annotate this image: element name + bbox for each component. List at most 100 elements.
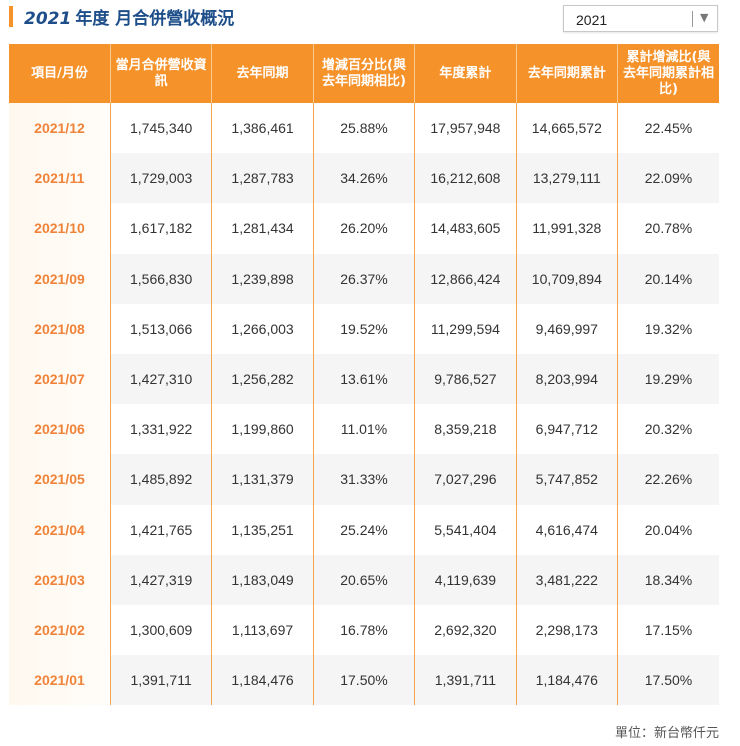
value-cell: 9,786,527 xyxy=(414,353,517,405)
value-cell: 1,617,182 xyxy=(109,203,212,254)
month-cell: 2021/04 xyxy=(9,504,111,555)
month-cell: 2021/11 xyxy=(9,153,111,204)
header-last-year-same-period: 去年同期 xyxy=(211,44,314,103)
triangle-down-icon: ▼ xyxy=(700,11,709,24)
month-cell: 2021/05 xyxy=(9,454,111,505)
value-cell: 31.33% xyxy=(312,454,415,505)
value-cell: 1,256,282 xyxy=(211,353,314,405)
value-cell: 1,427,310 xyxy=(109,353,212,405)
value-cell: 16,212,608 xyxy=(414,153,517,204)
value-cell: 20.04% xyxy=(617,504,719,555)
table-row: 2021/06 1,331,922 1,199,860 11.01% 8,359,218… xyxy=(9,404,719,455)
value-cell: 1,300,609 xyxy=(109,604,212,656)
value-cell: 1,131,379 xyxy=(211,454,314,505)
value-cell: 13,279,111 xyxy=(515,153,618,204)
table-row: 2021/04 1,421,765 1,135,251 25.24% 5,541,404… xyxy=(9,504,719,555)
table-row: 2021/07 1,427,310 1,256,282 13.61% 9,786,527… xyxy=(9,353,719,405)
value-cell: 4,616,474 xyxy=(515,504,618,555)
table-row: 2021/10 1,617,182 1,281,434 26.20% 14,483,60… xyxy=(9,203,719,254)
header-last-year-ytd: 去年同期累計 xyxy=(515,44,618,103)
value-cell: 1,135,251 xyxy=(211,504,314,555)
value-cell: 25.24% xyxy=(312,504,415,555)
header-ytd: 年度累計 xyxy=(414,44,517,103)
value-cell: 34.26% xyxy=(312,153,415,204)
month-cell: 2021/06 xyxy=(9,404,111,455)
value-cell: 19.32% xyxy=(617,303,719,354)
value-cell: 26.20% xyxy=(312,203,415,254)
value-cell: 11,299,594 xyxy=(414,303,517,354)
value-cell: 1,386,461 xyxy=(211,103,314,154)
value-cell: 14,665,572 xyxy=(515,103,618,154)
value-cell: 22.09% xyxy=(617,153,719,204)
value-cell: 1,281,434 xyxy=(211,203,314,254)
value-cell: 5,747,852 xyxy=(515,454,618,505)
title-accent-bar xyxy=(9,6,13,27)
year-select[interactable]: 2021 ▼ xyxy=(563,5,718,32)
value-cell: 19.52% xyxy=(312,303,415,354)
value-cell: 5,541,404 xyxy=(414,504,517,555)
value-cell: 6,947,712 xyxy=(515,404,618,455)
value-cell: 17.50% xyxy=(617,655,719,706)
month-cell: 2021/08 xyxy=(9,303,111,354)
value-cell: 22.26% xyxy=(617,454,719,505)
value-cell: 1,391,711 xyxy=(109,655,212,706)
value-cell: 1,513,066 xyxy=(109,303,212,354)
value-cell: 20.14% xyxy=(617,253,719,304)
value-cell: 11.01% xyxy=(312,404,415,455)
value-cell: 1,184,476 xyxy=(515,655,618,706)
title-text: 年度 月合併營收概況 xyxy=(75,9,235,29)
value-cell: 17,957,948 xyxy=(414,103,517,154)
unit-note: 單位：新台幣仟元 xyxy=(614,726,719,741)
value-cell: 8,359,218 xyxy=(414,404,517,455)
value-cell: 1,199,860 xyxy=(211,404,314,455)
value-cell: 1,391,711 xyxy=(414,655,517,706)
value-cell: 25.88% xyxy=(312,103,415,154)
value-cell: 17.15% xyxy=(617,604,719,656)
month-cell: 2021/12 xyxy=(9,103,111,154)
value-cell: 1,421,765 xyxy=(109,504,212,555)
select-divider xyxy=(692,11,693,27)
value-cell: 10,709,894 xyxy=(515,253,618,304)
value-cell: 20.78% xyxy=(617,203,719,254)
header-monthly-revenue: 當月合併營收資訊 xyxy=(109,44,212,103)
value-cell: 22.45% xyxy=(617,103,719,154)
value-cell: 1,331,922 xyxy=(109,404,212,455)
value-cell: 1,239,898 xyxy=(211,253,314,304)
month-cell: 2021/07 xyxy=(9,353,111,405)
month-cell: 2021/10 xyxy=(9,203,111,254)
value-cell: 1,427,319 xyxy=(109,554,212,605)
value-cell: 1,485,892 xyxy=(109,454,212,505)
month-cell: 2021/03 xyxy=(9,554,111,605)
value-cell: 4,119,639 xyxy=(414,554,517,605)
table-row: 2021/02 1,300,609 1,113,697 16.78% 2,692,320… xyxy=(9,604,719,656)
month-cell: 2021/09 xyxy=(9,253,111,304)
value-cell: 18.34% xyxy=(617,554,719,605)
header-change-percent: 增減百分比(與去年同期相比) xyxy=(312,44,415,103)
value-cell: 9,469,997 xyxy=(515,303,618,354)
month-cell: 2021/01 xyxy=(9,655,111,706)
value-cell: 14,483,605 xyxy=(414,203,517,254)
value-cell: 16.78% xyxy=(312,604,415,656)
table-row: 2021/11 1,729,003 1,287,783 34.26% 16,212,60… xyxy=(9,153,719,204)
value-cell: 26.37% xyxy=(312,253,415,304)
value-cell: 20.65% xyxy=(312,554,415,605)
table-row: 2021/05 1,485,892 1,131,379 31.33% 7,027,296… xyxy=(9,454,719,505)
table-row: 2021/08 1,513,066 1,266,003 19.52% 11,299,59… xyxy=(9,303,719,354)
value-cell: 12,866,424 xyxy=(414,253,517,304)
table-header-row: 項目/月份 當月合併營收資訊 去年同期 增減百分比(與去年同期相比) 年度累計 去年同期累… xyxy=(9,44,719,103)
value-cell: 2,692,320 xyxy=(414,604,517,656)
value-cell: 8,203,994 xyxy=(515,353,618,405)
month-cell: 2021/02 xyxy=(9,604,111,656)
value-cell: 19.29% xyxy=(617,353,719,405)
header-ytd-change: 累計增減比(與去年同期累計相比) xyxy=(617,44,719,103)
value-cell: 3,481,222 xyxy=(515,554,618,605)
table-row: 2021/09 1,566,830 1,239,898 26.37% 12,866,42… xyxy=(9,253,719,304)
page-title: 2021 年度 月合併營收概況 xyxy=(24,4,234,29)
table-row: 2021/03 1,427,319 1,183,049 20.65% 4,119,639… xyxy=(9,554,719,605)
value-cell: 7,027,296 xyxy=(414,454,517,505)
table-row: 2021/01 1,391,711 1,184,476 17.50% 1,391,711… xyxy=(9,655,719,706)
value-cell: 1,113,697 xyxy=(211,604,314,656)
value-cell: 1,183,049 xyxy=(211,554,314,605)
value-cell: 11,991,328 xyxy=(515,203,618,254)
header-month: 項目/月份 xyxy=(9,44,111,103)
